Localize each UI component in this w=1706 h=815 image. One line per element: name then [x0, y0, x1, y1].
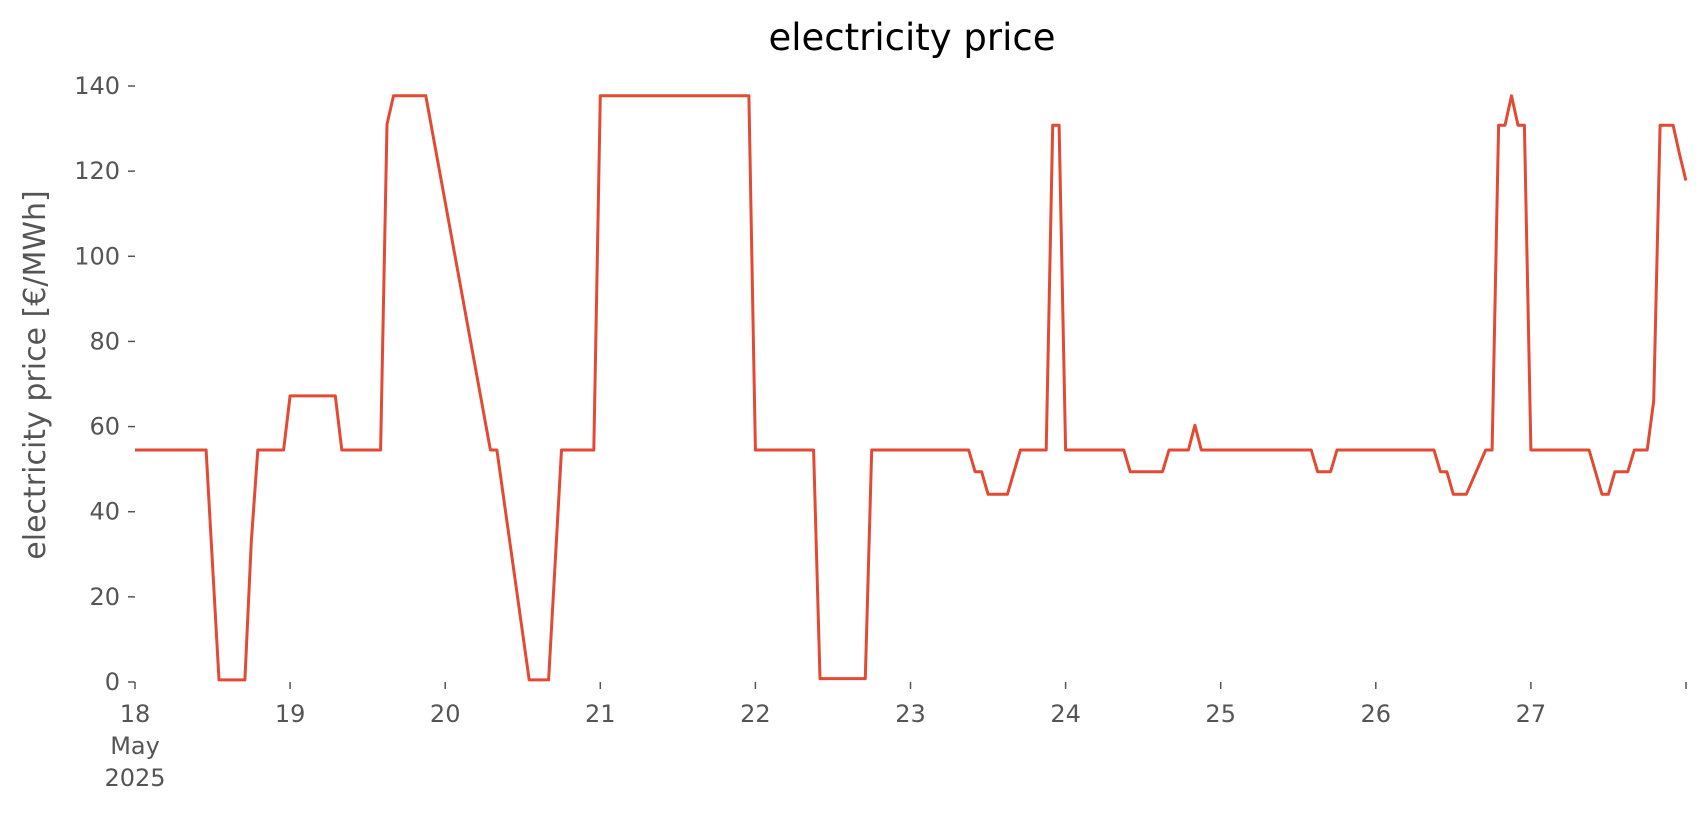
y-tick-label: 60 — [89, 413, 120, 441]
y-tick-label: 20 — [89, 583, 120, 611]
x-tick-label: 21 — [585, 700, 616, 728]
x-tick-label: 23 — [895, 700, 926, 728]
y-tick-label: 100 — [74, 242, 120, 270]
price-series-line — [135, 94, 1688, 682]
y-axis: 0 20 40 60 80 100 120 140 — [74, 72, 135, 696]
y-tick-label: 80 — [89, 327, 120, 355]
x-tick-label: 19 — [275, 700, 306, 728]
x-tick-label: May — [110, 732, 160, 760]
x-tick-label: 27 — [1516, 700, 1547, 728]
y-axis-label: electricity price [€/MWh] — [18, 190, 53, 559]
y-tick-label: 40 — [89, 498, 120, 526]
x-tick-label: 2025 — [104, 764, 165, 792]
y-tick-label: 120 — [74, 157, 120, 185]
y-tick-label: 0 — [105, 668, 120, 696]
x-tick-label: 25 — [1205, 700, 1236, 728]
x-tick-label: 22 — [740, 700, 771, 728]
x-axis: 18 May 2025 19 20 21 22 23 24 25 26 27 — [104, 682, 1687, 792]
x-tick-label: 18 — [120, 700, 151, 728]
x-tick-label: 20 — [430, 700, 461, 728]
y-tick-label: 140 — [74, 72, 120, 100]
x-tick-label: 26 — [1361, 700, 1392, 728]
chart-title: electricity price — [768, 16, 1055, 59]
x-tick-label: 24 — [1050, 700, 1081, 728]
plot-series — [135, 94, 1688, 682]
